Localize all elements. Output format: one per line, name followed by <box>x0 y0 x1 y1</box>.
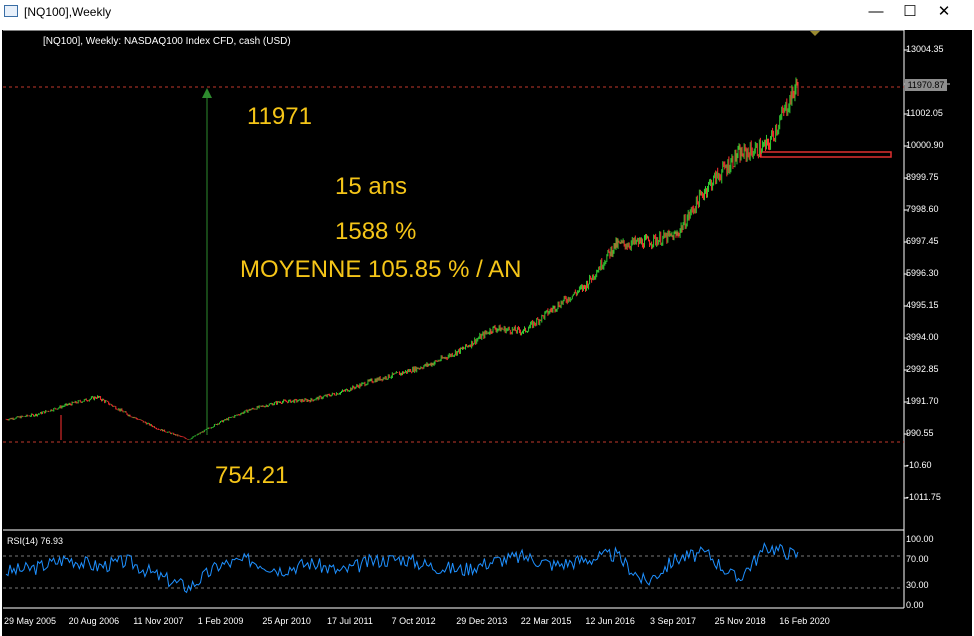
high-annotation[interactable]: 11971 <box>247 103 312 130</box>
chart-marker <box>810 31 820 36</box>
rsi-axis-label: 30.00 <box>906 580 929 591</box>
price-axis-ticks <box>904 49 908 499</box>
support-zone[interactable] <box>760 151 892 158</box>
time-axis-label: 29 May 2005 <box>4 616 57 626</box>
arrow-head <box>202 88 212 98</box>
time-axis-label: 16 Feb 2020 <box>779 616 830 626</box>
rsi-series[interactable] <box>5 542 799 594</box>
price-axis-label: 13004.35 <box>906 44 944 54</box>
price-axis-label: 7998.60 <box>906 204 939 214</box>
time-axis-label: 25 Nov 2018 <box>714 616 766 626</box>
chart-header: [NQ100], Weekly: NASDAQ100 Index CFD, ca… <box>43 36 291 47</box>
price-axis-label: -10.60 <box>906 460 932 470</box>
time-axis-label: 17 Jul 2011 <box>327 616 373 626</box>
rsi-line <box>5 542 799 594</box>
price-axis-label: 5996.30 <box>906 268 939 278</box>
time-axis-label: 11 Nov 2007 <box>133 616 184 626</box>
time-axis-label: 3 Sep 2017 <box>650 616 697 626</box>
price-axis-label: 4995.15 <box>906 300 939 310</box>
price-axis-label: 8999.75 <box>906 172 939 182</box>
price-series[interactable] <box>5 77 799 440</box>
time-axis-label: 12 Jun 2016 <box>585 616 635 626</box>
rsi-axis-label: 100.00 <box>906 534 934 544</box>
minimize-button[interactable]: — <box>868 3 884 20</box>
average-annotation[interactable]: MOYENNE 105.85 % / AN <box>240 256 522 283</box>
chart-window-icon <box>4 5 18 17</box>
percent-annotation[interactable]: 1588 % <box>335 218 417 245</box>
price-axis-label: 10000.90 <box>906 140 944 150</box>
time-axis-label: 20 Aug 2006 <box>68 616 120 626</box>
time-axis-label: 22 Mar 2015 <box>520 616 572 626</box>
years-annotation[interactable]: 15 ans <box>335 173 408 200</box>
price-axis-label: 3994.00 <box>906 332 939 342</box>
maximize-button[interactable]: ☐ <box>903 3 917 20</box>
rsi-label: RSI(14) 76.93 <box>7 536 64 546</box>
price-axis-label: 11002.05 <box>906 108 943 118</box>
price-axis-label: 1991.70 <box>906 396 939 406</box>
rsi-axis-label: 0.00 <box>906 600 924 610</box>
price-axis-label: 6997.45 <box>906 236 939 246</box>
window-titlebar: [NQ100],Weekly — ☐ ✕ <box>0 0 974 25</box>
time-axis-label: 25 Apr 2010 <box>262 616 311 626</box>
price-axis-label: 990.55 <box>906 428 934 438</box>
time-axis-label: 7 Oct 2012 <box>391 616 436 626</box>
rsi-axis-label: 70.00 <box>906 553 929 564</box>
price-axis-label: 2992.85 <box>906 364 939 374</box>
price-axis-label: -1011.75 <box>906 492 941 502</box>
close-button[interactable]: ✕ <box>937 3 951 20</box>
time-axis-label: 29 Dec 2013 <box>456 616 508 626</box>
window-title: [NQ100],Weekly <box>24 5 112 19</box>
low-annotation[interactable]: 754.21 <box>215 462 289 489</box>
time-axis-label: 1 Feb 2009 <box>197 616 244 626</box>
current-price-tag: 11970.87 <box>905 79 947 91</box>
